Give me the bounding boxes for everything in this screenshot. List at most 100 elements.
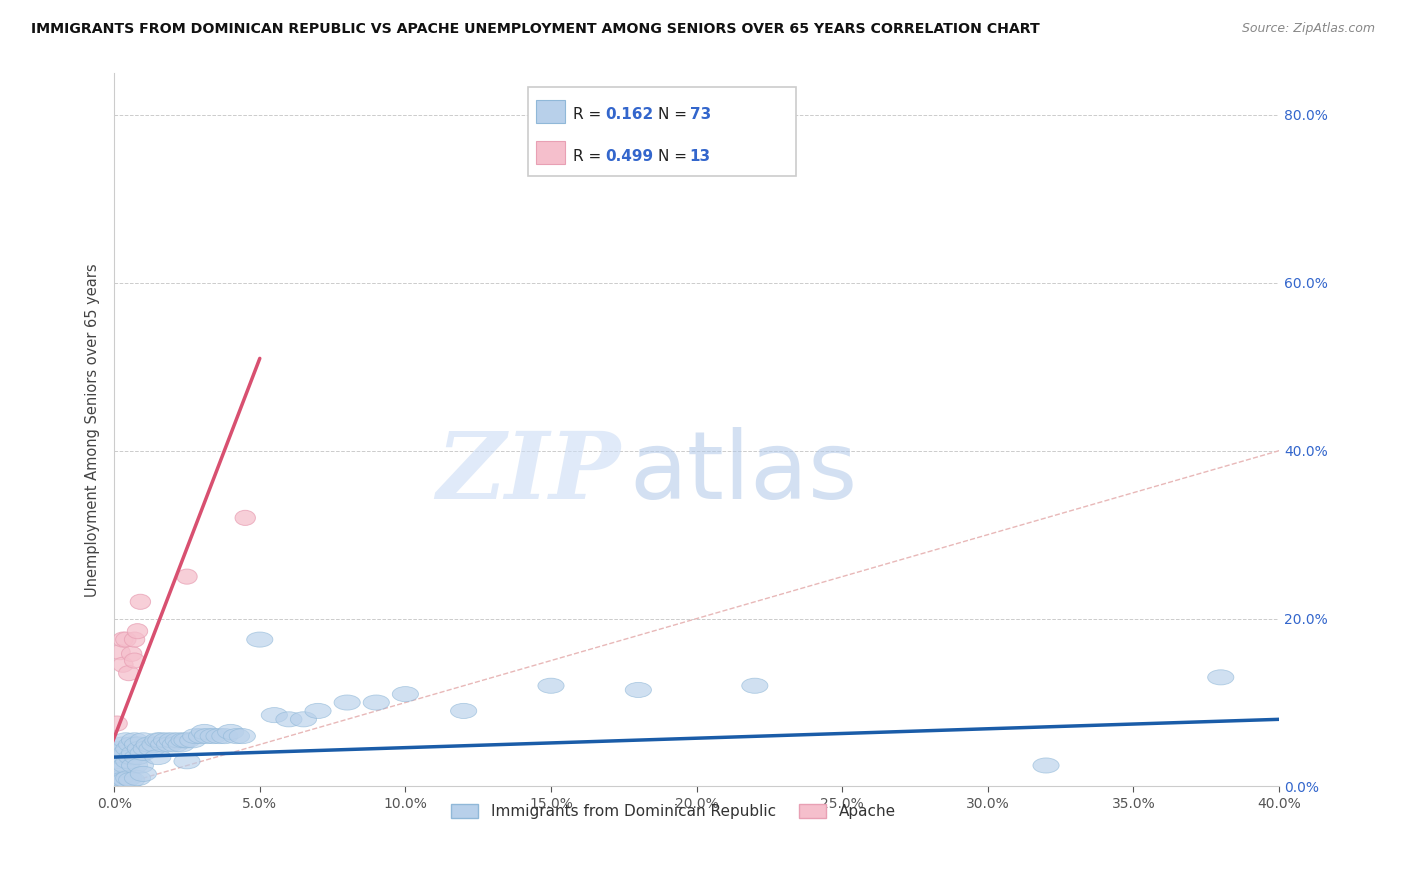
Ellipse shape: [174, 754, 200, 769]
Ellipse shape: [121, 732, 148, 747]
Y-axis label: Unemployment Among Seniors over 65 years: Unemployment Among Seniors over 65 years: [86, 263, 100, 597]
Ellipse shape: [118, 772, 145, 788]
Ellipse shape: [107, 741, 134, 756]
Ellipse shape: [104, 772, 131, 788]
Ellipse shape: [200, 729, 226, 744]
Ellipse shape: [626, 682, 651, 698]
Ellipse shape: [450, 704, 477, 718]
Ellipse shape: [1208, 670, 1234, 685]
Ellipse shape: [112, 772, 139, 788]
Ellipse shape: [169, 737, 194, 752]
Ellipse shape: [121, 647, 142, 661]
FancyBboxPatch shape: [527, 87, 796, 177]
Ellipse shape: [153, 732, 180, 747]
Ellipse shape: [118, 749, 145, 764]
Ellipse shape: [335, 695, 360, 710]
Ellipse shape: [131, 594, 150, 609]
Ellipse shape: [165, 732, 191, 747]
Ellipse shape: [112, 632, 134, 647]
Ellipse shape: [121, 746, 148, 761]
Text: N =: N =: [658, 108, 692, 122]
Ellipse shape: [124, 771, 150, 786]
Ellipse shape: [112, 657, 134, 673]
Ellipse shape: [188, 729, 215, 744]
Ellipse shape: [392, 687, 419, 702]
Ellipse shape: [115, 632, 136, 647]
Ellipse shape: [115, 754, 142, 769]
Text: 73: 73: [689, 108, 711, 122]
Text: 13: 13: [689, 148, 710, 163]
Ellipse shape: [131, 746, 156, 761]
Ellipse shape: [177, 569, 197, 584]
Ellipse shape: [276, 712, 302, 727]
Ellipse shape: [124, 632, 145, 647]
Ellipse shape: [156, 737, 183, 752]
Ellipse shape: [128, 758, 153, 773]
Ellipse shape: [218, 724, 243, 739]
Ellipse shape: [205, 729, 232, 744]
Ellipse shape: [363, 695, 389, 710]
Ellipse shape: [235, 510, 256, 525]
Text: Source: ZipAtlas.com: Source: ZipAtlas.com: [1241, 22, 1375, 36]
Ellipse shape: [174, 732, 200, 747]
Ellipse shape: [115, 771, 142, 786]
Ellipse shape: [136, 737, 162, 752]
Ellipse shape: [104, 746, 131, 761]
Ellipse shape: [110, 645, 131, 660]
Ellipse shape: [131, 732, 156, 747]
Ellipse shape: [229, 729, 256, 744]
Ellipse shape: [145, 732, 172, 747]
Ellipse shape: [172, 732, 197, 747]
Ellipse shape: [131, 766, 156, 781]
Ellipse shape: [224, 729, 250, 744]
Ellipse shape: [107, 716, 128, 731]
Text: atlas: atlas: [628, 426, 858, 518]
Ellipse shape: [246, 632, 273, 647]
Ellipse shape: [150, 737, 177, 752]
Ellipse shape: [180, 732, 205, 747]
Text: R =: R =: [574, 108, 606, 122]
Ellipse shape: [191, 724, 218, 739]
Ellipse shape: [115, 741, 142, 756]
Ellipse shape: [742, 678, 768, 693]
Ellipse shape: [128, 624, 148, 639]
Ellipse shape: [291, 712, 316, 727]
Ellipse shape: [194, 729, 221, 744]
Ellipse shape: [110, 762, 136, 777]
Ellipse shape: [148, 732, 174, 747]
Ellipse shape: [305, 704, 332, 718]
Ellipse shape: [112, 758, 139, 773]
Ellipse shape: [1033, 758, 1059, 773]
Ellipse shape: [139, 741, 165, 756]
Ellipse shape: [142, 737, 169, 752]
Ellipse shape: [538, 678, 564, 693]
Ellipse shape: [118, 665, 139, 681]
Ellipse shape: [262, 707, 287, 723]
Ellipse shape: [124, 737, 150, 752]
Text: IMMIGRANTS FROM DOMINICAN REPUBLIC VS APACHE UNEMPLOYMENT AMONG SENIORS OVER 65 : IMMIGRANTS FROM DOMINICAN REPUBLIC VS AP…: [31, 22, 1039, 37]
Ellipse shape: [128, 741, 153, 756]
Ellipse shape: [104, 758, 131, 773]
Legend: Immigrants from Dominican Republic, Apache: Immigrants from Dominican Republic, Apac…: [444, 797, 901, 825]
Text: ZIP: ZIP: [437, 427, 621, 517]
Ellipse shape: [110, 737, 136, 752]
Ellipse shape: [112, 746, 139, 761]
Bar: [536, 141, 565, 164]
Ellipse shape: [124, 749, 150, 764]
Ellipse shape: [112, 732, 139, 747]
Text: R =: R =: [574, 148, 606, 163]
Ellipse shape: [159, 732, 186, 747]
Ellipse shape: [124, 653, 145, 668]
Text: 0.162: 0.162: [606, 108, 654, 122]
Ellipse shape: [145, 749, 172, 764]
Text: 0.499: 0.499: [606, 148, 654, 163]
Ellipse shape: [110, 749, 136, 764]
Ellipse shape: [107, 771, 134, 786]
Ellipse shape: [162, 737, 188, 752]
Ellipse shape: [183, 729, 209, 744]
Ellipse shape: [134, 741, 159, 756]
Ellipse shape: [118, 737, 145, 752]
Text: N =: N =: [658, 148, 692, 163]
Bar: [536, 100, 565, 123]
Ellipse shape: [110, 772, 136, 788]
